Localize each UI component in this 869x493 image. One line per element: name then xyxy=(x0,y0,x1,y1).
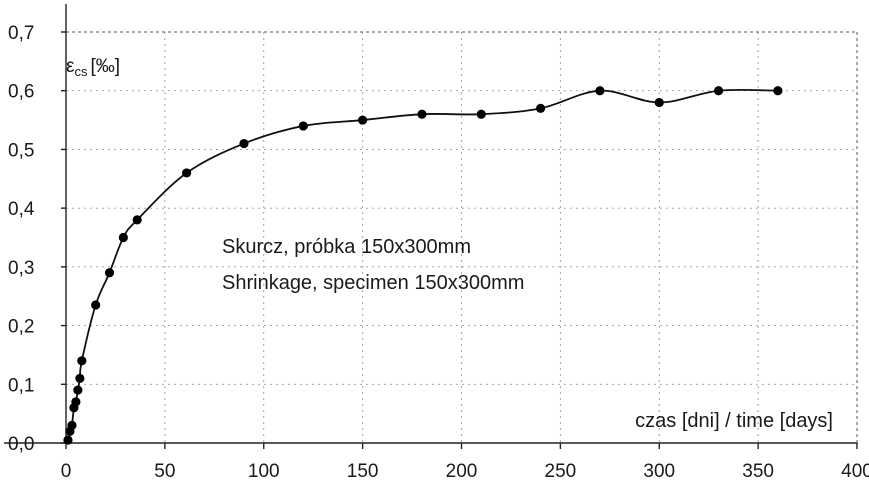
y-tick-label: 0,1 xyxy=(8,375,34,396)
data-point xyxy=(713,86,724,96)
x-tick-label: 50 xyxy=(154,461,175,482)
x-tick-label: 150 xyxy=(347,461,379,482)
y-tick-label: 0,5 xyxy=(8,140,34,161)
data-point xyxy=(182,168,192,178)
data-point xyxy=(75,373,85,384)
data-point xyxy=(417,109,427,119)
x-tick-label: 100 xyxy=(248,461,280,482)
data-point xyxy=(654,97,664,108)
data-point xyxy=(298,121,308,131)
x-tick-label: 0 xyxy=(61,461,72,482)
x-tick-label: 300 xyxy=(643,461,675,482)
data-point xyxy=(132,215,142,225)
data-point xyxy=(104,268,115,278)
data-point xyxy=(63,435,73,445)
data-point xyxy=(118,232,128,243)
y-axis-label-unit: [‰] xyxy=(90,56,120,77)
grid-lines xyxy=(66,31,857,443)
x-tick-label: 200 xyxy=(446,461,478,482)
y-tick-label: 0,7 xyxy=(8,23,34,44)
y-axis-label-main: ε xyxy=(66,56,75,77)
plot-frame xyxy=(66,31,858,443)
data-point xyxy=(536,103,546,113)
data-point xyxy=(358,115,368,125)
y-tick-label: 0,0 xyxy=(8,434,34,455)
annotation-line-2: Shrinkage, specimen 150x300mm xyxy=(222,272,524,294)
y-axis-label: εcs [‰] xyxy=(66,56,120,79)
data-point xyxy=(91,300,101,310)
data-point xyxy=(67,420,77,430)
y-tick-label: 0,3 xyxy=(8,258,34,279)
data-point xyxy=(595,86,605,96)
data-point xyxy=(239,138,249,149)
x-tick-label: 400 xyxy=(841,461,869,482)
axes xyxy=(4,4,858,449)
data-point xyxy=(77,356,87,366)
x-tick-label: 350 xyxy=(742,461,774,482)
data-series xyxy=(63,86,783,445)
data-point xyxy=(476,109,486,119)
y-tick-label: 0,6 xyxy=(8,82,34,103)
data-point xyxy=(71,397,81,407)
x-axis-label: czas [dni] / time [days] xyxy=(635,410,833,432)
x-tick-labels: 0 50 100 150 200 250 300 350 400 xyxy=(61,461,869,482)
data-point xyxy=(73,385,83,395)
annotation-line-1: Skurcz, próbka 150x300mm xyxy=(222,236,471,258)
y-axis-label-sub: cs xyxy=(74,64,88,79)
x-tick-label: 250 xyxy=(545,461,577,482)
data-point xyxy=(773,86,783,96)
y-tick-labels: 0,0 0,1 0,2 0,3 0,4 0,5 0,6 0,7 xyxy=(8,23,35,455)
y-tick-label: 0,4 xyxy=(8,199,35,220)
y-tick-label: 0,2 xyxy=(8,317,34,338)
